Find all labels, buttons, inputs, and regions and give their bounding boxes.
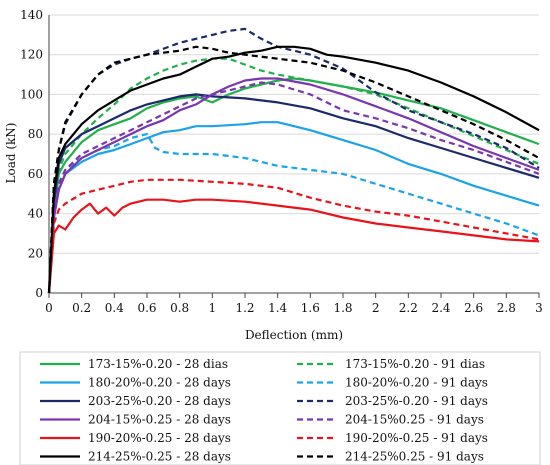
x-tick-label: 3 [535, 301, 543, 315]
legend-label-1: 173-15%-0.20 - 28 dias [88, 357, 228, 371]
x-tick-label: 1 [209, 301, 217, 315]
legend-label-7: 204-15%-0.25 - 28 days [88, 413, 231, 427]
x-tick-label: 0.8 [170, 301, 189, 315]
legend-label-9: 190-20%-0.25 - 28 days [88, 431, 231, 445]
legend-label-6: 203-25%-0.20 - 91 days [345, 394, 488, 408]
x-tick-label: 0 [45, 301, 53, 315]
y-tick-label: 20 [28, 246, 43, 260]
x-tick-label: 0.4 [105, 301, 124, 315]
series-line-1 [47, 77, 540, 294]
y-axis-title: Load (kN) [4, 123, 18, 184]
series-lines [47, 27, 540, 294]
x-tick-label: 0.2 [72, 301, 91, 315]
y-tick-label: 120 [20, 48, 43, 62]
x-tick-label: 2.8 [497, 301, 516, 315]
y-tick-label: 80 [28, 127, 43, 141]
x-tick-labels: 0 0.2 0.4 0.6 0.8 1 1.2 1.4 1.6 1.8 2 2.2 2.4 2.6 2.8 3 [45, 301, 543, 315]
series-line-8 [47, 81, 540, 294]
x-axis-title: Deflection (mm) [245, 328, 343, 342]
series-line-3 [47, 121, 540, 294]
legend-label-2: 173-15%-0.20 - 91 dias [345, 357, 485, 371]
y-tick-labels: 0 20 40 60 80 100 120 140 [20, 8, 43, 300]
y-tick-label: 0 [35, 286, 43, 300]
y-tick-label: 100 [20, 87, 43, 101]
series-line-10 [47, 178, 540, 294]
legend-label-5: 203-25%-0.20 - 28 days [88, 394, 231, 408]
x-tick-label: 2.2 [399, 301, 418, 315]
y-tick-label: 40 [28, 207, 43, 221]
legend: 173-15%-0.20 - 28 dias 173-15%-0.20 - 91 … [40, 357, 488, 464]
x-tick-label: 2.6 [464, 301, 483, 315]
x-tick-label: 1.8 [333, 301, 352, 315]
x-tick-label: 1.6 [301, 301, 320, 315]
series-line-12 [47, 45, 540, 294]
y-tick-label: 140 [20, 8, 43, 22]
series-line-9 [47, 198, 540, 294]
x-tick-label: 1.2 [235, 301, 254, 315]
series-line-6 [47, 27, 540, 294]
series-line-5 [47, 93, 540, 294]
series-line-4 [47, 133, 540, 294]
x-tick-label: 2 [372, 301, 380, 315]
legend-label-12: 214-25%0.25 - 91 days [345, 450, 484, 464]
axes [48, 15, 540, 298]
y-tick-label: 60 [28, 167, 43, 181]
legend-label-3: 180-20%-0.20 - 28 days [88, 376, 231, 390]
legend-label-8: 204-15%0.25 - 91 days [345, 413, 484, 427]
x-tick-label: 0.6 [137, 301, 156, 315]
x-tick-label: 1.4 [268, 301, 287, 315]
legend-box [19, 351, 541, 465]
x-tick-label: 2.4 [431, 301, 450, 315]
legend-label-10: 190-20%-0.25 - 91 days [345, 431, 488, 445]
series-line-11 [47, 45, 540, 294]
legend-label-4: 180-20%-0.20 - 91 days [345, 376, 488, 390]
legend-label-11: 214-25%-0.25 - 28 days [88, 450, 231, 464]
